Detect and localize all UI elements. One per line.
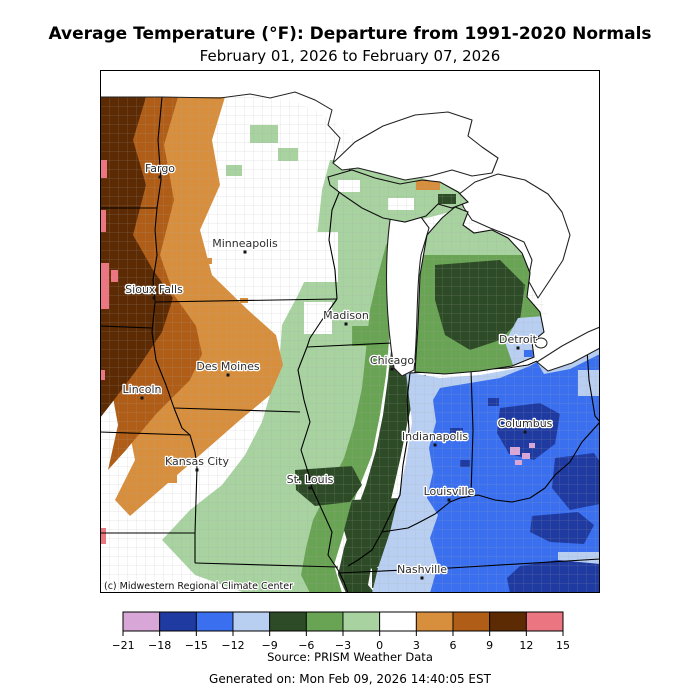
colorbar-tick-label: 6: [450, 639, 457, 652]
city-marker-des-moines: Des Moines: [195, 359, 261, 377]
map-frame: [100, 70, 600, 593]
city-label: Chicago: [370, 354, 414, 367]
colorbar-tick-label: 9: [486, 639, 493, 652]
city-label: Kansas City: [165, 455, 229, 468]
city-dot: [140, 396, 144, 400]
city-dot: [523, 430, 527, 434]
city-label: Indianapolis: [402, 430, 469, 443]
city-marker-sioux-falls: Sioux Falls: [124, 282, 184, 300]
city-marker-madison: Madison: [322, 308, 370, 326]
colorbar-tick-label: 3: [413, 639, 420, 652]
lake-huron: [457, 173, 571, 299]
colorbar-segment: [159, 611, 197, 632]
city-marker-chicago: Chicago: [369, 353, 416, 371]
great-lakes: [332, 111, 571, 377]
map-canvas: Fargo Minneapolis Sioux Falls Madison Des Mo…: [99, 70, 601, 593]
city-label: Fargo: [145, 162, 175, 175]
city-dot: [390, 367, 394, 371]
city-marker-kansas-city: Kansas City: [164, 454, 231, 472]
city-dot: [158, 175, 162, 179]
us-canada-border: [100, 91, 341, 164]
city-marker-detroit: Detroit: [498, 332, 539, 350]
city-label: Louisville: [424, 485, 475, 498]
colorbar-tick-label: 12: [519, 639, 533, 652]
colorbar-segment: [342, 611, 381, 632]
lake-michigan: [385, 209, 430, 377]
colorbar-tick-label: −6: [298, 639, 314, 652]
city-dot: [433, 443, 437, 447]
source-note: Source: PRISM Weather Data: [267, 650, 433, 664]
city-label: Detroit: [499, 333, 538, 346]
city-label: Minneapolis: [212, 237, 278, 250]
city-markers: Fargo Minneapolis Sioux Falls Madison Des Mo…: [121, 161, 554, 580]
colorbar-segment: [525, 611, 564, 632]
city-label: Lincoln: [123, 383, 162, 396]
map-attribution: (c) Midwestern Regional Climate Center: [104, 581, 293, 592]
city-label: Sioux Falls: [125, 283, 183, 296]
city-dot: [195, 468, 199, 472]
colorbar-tick-label: −9: [262, 639, 278, 652]
city-label: St. Louis: [287, 473, 334, 486]
colorbar-container: −21 −18 −15 −12 −9 −6 −3 0 3 6 9 12 15: [111, 611, 587, 657]
colorbar-segment: [269, 611, 307, 632]
colorbar-segment: [415, 611, 454, 632]
city-marker-indianapolis: Indianapolis: [401, 429, 470, 447]
city-dot: [344, 322, 348, 326]
page-subtitle: February 01, 2026 to February 07, 2026: [199, 47, 501, 65]
colorbar-segment: [122, 611, 161, 632]
city-dot: [516, 346, 520, 350]
city-dot: [447, 498, 451, 502]
city-marker-minneapolis: Minneapolis: [211, 236, 279, 254]
colorbar-tick-label: −15: [185, 639, 208, 652]
colorbar: −21 −18 −15 −12 −9 −6 −3 0 3 6 9 12 15: [111, 611, 570, 652]
city-dot: [420, 576, 424, 580]
lake-superior: [332, 111, 499, 181]
generated-note: Generated on: Mon Feb 09, 2026 14:40:05 …: [209, 672, 491, 686]
colorbar-segment: [305, 611, 344, 632]
city-dot: [226, 373, 230, 377]
city-marker-st-louis: St. Louis: [285, 472, 335, 490]
city-dot: [308, 486, 312, 490]
city-dot: [152, 296, 156, 300]
colorbar-segment: [379, 611, 417, 632]
colorbar-segment: [195, 611, 234, 632]
colorbar-outline: [122, 611, 564, 632]
colorbar-tick-label: −12: [221, 639, 244, 652]
colorbar-segment: [452, 611, 491, 632]
city-label: Nashville: [397, 563, 447, 576]
colorbar-tick-label: −3: [335, 639, 351, 652]
city-dot: [243, 250, 247, 254]
colorbar-segment: [489, 611, 527, 632]
lake-st-clair: [534, 337, 548, 349]
city-label: Madison: [323, 309, 369, 322]
city-marker-fargo: Fargo: [144, 161, 177, 179]
page-title: Average Temperature (°F): Departure from…: [48, 24, 652, 44]
city-marker-lincoln: Lincoln: [121, 382, 163, 400]
colorbar-tick-label: −18: [148, 639, 171, 652]
colorbar-segment: [232, 611, 271, 632]
map-container: Fargo Minneapolis Sioux Falls Madison Des Mo…: [99, 70, 601, 593]
colorbar-tick-label: 0: [376, 639, 383, 652]
city-marker-columbus: Columbus: [496, 416, 554, 434]
city-marker-louisville: Louisville: [422, 484, 476, 502]
city-label: Des Moines: [196, 360, 259, 373]
colorbar-tick-label: −21: [113, 639, 135, 652]
city-marker-nashville: Nashville: [396, 562, 449, 580]
colorbar-tick-label: 15: [556, 639, 570, 652]
city-label: Columbus: [498, 417, 553, 430]
